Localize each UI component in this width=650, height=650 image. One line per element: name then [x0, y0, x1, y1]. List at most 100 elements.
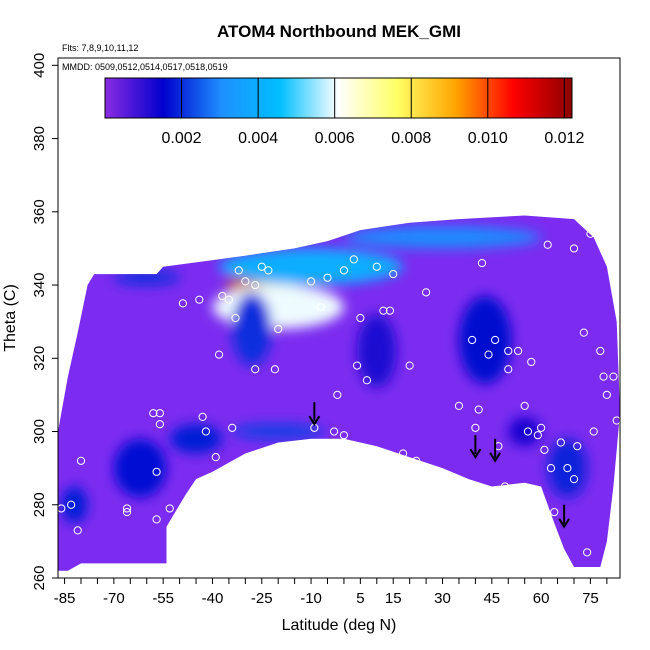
- sample-point: [573, 442, 582, 451]
- colorbar: 0.002 0.004 0.006 0.008 0.010 0.012: [104, 77, 584, 147]
- sample-point: [201, 427, 210, 436]
- sample-point: [214, 350, 224, 359]
- x-tick-label: -40: [202, 590, 224, 607]
- heatmap-blob: [357, 314, 397, 388]
- sample-point: [569, 244, 579, 253]
- colorbar-tick-label: 0.008: [391, 130, 431, 147]
- down-arrow-marker: [308, 402, 321, 427]
- y-tick-label: 280: [31, 492, 48, 517]
- sample-point: [579, 328, 588, 337]
- sample-point: [122, 507, 132, 517]
- x-axis: -85 -70 -55 -40 -25 -10 5 15 30 45 60 75: [54, 578, 608, 607]
- sample-point: [520, 401, 529, 410]
- sample-point: [540, 445, 549, 454]
- x-tick-label: -25: [251, 590, 273, 607]
- sample-point: [504, 346, 513, 356]
- y-axis-label: Theta (C): [2, 284, 19, 352]
- sample-points: [57, 229, 621, 557]
- flights-annotation: Flts: 7,8,9,10,11,12: [62, 43, 138, 53]
- sample-point: [224, 295, 234, 304]
- y-tick-label: 380: [31, 126, 48, 151]
- down-arrow-marker: [469, 435, 482, 460]
- plot-frame: [57, 57, 621, 579]
- sample-point: [504, 365, 513, 374]
- sample-point: [57, 321, 66, 330]
- sample-point: [468, 335, 477, 345]
- sample-point: [218, 291, 227, 301]
- sample-point: [155, 409, 164, 418]
- sample-point: [333, 390, 342, 400]
- sample-point: [155, 420, 164, 429]
- sample-point: [234, 266, 243, 275]
- heatmap-blob: [113, 270, 180, 286]
- sample-point: [356, 313, 365, 323]
- y-tick-label: 340: [31, 273, 48, 298]
- sample-point: [602, 390, 611, 400]
- x-tick-label: 60: [533, 590, 550, 607]
- sample-point: [152, 515, 161, 524]
- sample-point: [63, 346, 72, 356]
- arrow-markers: [308, 402, 570, 529]
- sample-point: [474, 405, 483, 414]
- heatmap-blob: [232, 292, 272, 366]
- sample-point: [389, 269, 398, 279]
- sample-point: [589, 427, 598, 436]
- colorbar-tick-label: 0.012: [544, 130, 584, 147]
- sample-point: [149, 409, 158, 418]
- sample-point: [550, 507, 559, 517]
- sample-point: [316, 302, 326, 312]
- y-tick-label: 260: [31, 565, 48, 590]
- sample-point: [231, 313, 240, 323]
- heatmap-blob: [458, 296, 512, 384]
- heatmap-blob: [113, 438, 167, 498]
- x-tick-label: 30: [434, 590, 451, 607]
- sample-point: [339, 431, 349, 440]
- x-tick-label: 75: [582, 590, 599, 607]
- sample-point: [73, 526, 82, 535]
- sample-point: [251, 280, 260, 290]
- sample-point: [195, 295, 204, 304]
- sample-point: [306, 277, 316, 286]
- sample-point: [527, 357, 536, 367]
- sample-point: [477, 258, 487, 268]
- colorbar-tick-label: 0.002: [162, 130, 202, 147]
- sample-point: [599, 372, 608, 381]
- sample-point: [122, 504, 132, 513]
- sample-point: [228, 423, 237, 432]
- y-tick-label: 300: [31, 419, 48, 444]
- sample-point: [352, 361, 362, 370]
- down-arrow-marker: [558, 504, 570, 529]
- sample-point: [76, 456, 86, 465]
- heatmap-blob: [219, 248, 404, 286]
- sample-point: [530, 486, 539, 495]
- sample-point: [211, 453, 220, 462]
- sample-point: [583, 548, 592, 557]
- sample-point: [596, 346, 605, 356]
- colorbar-tick-label: 0.004: [238, 130, 278, 147]
- sample-point: [372, 262, 381, 271]
- chart-title: ATOM4 Northbound MEK_GMI: [217, 22, 461, 41]
- sample-point: [609, 372, 618, 381]
- y-tick-label: 360: [31, 199, 48, 224]
- down-arrow-marker: [489, 438, 501, 463]
- sample-point: [569, 475, 579, 484]
- y-tick-label: 400: [31, 53, 48, 78]
- heatmap-blob: [232, 424, 325, 439]
- sample-point: [67, 500, 76, 509]
- x-axis-label: Latitude (deg N): [282, 617, 397, 634]
- x-tick-label: 15: [385, 590, 402, 607]
- sample-point: [533, 431, 542, 440]
- sample-point: [251, 365, 260, 374]
- sample-point: [543, 240, 552, 249]
- sample-point: [421, 288, 431, 297]
- sample-point: [523, 427, 533, 436]
- sample-point: [484, 350, 493, 359]
- sample-point: [454, 401, 464, 410]
- sample-point: [546, 464, 556, 473]
- sample-point: [257, 262, 266, 271]
- sample-point: [198, 412, 207, 421]
- sample-point: [398, 449, 408, 458]
- sample-point: [349, 255, 358, 264]
- x-tick-label: -55: [152, 590, 174, 607]
- colorbar-ticks: 0.002 0.004 0.006 0.008 0.010 0.012: [162, 78, 584, 147]
